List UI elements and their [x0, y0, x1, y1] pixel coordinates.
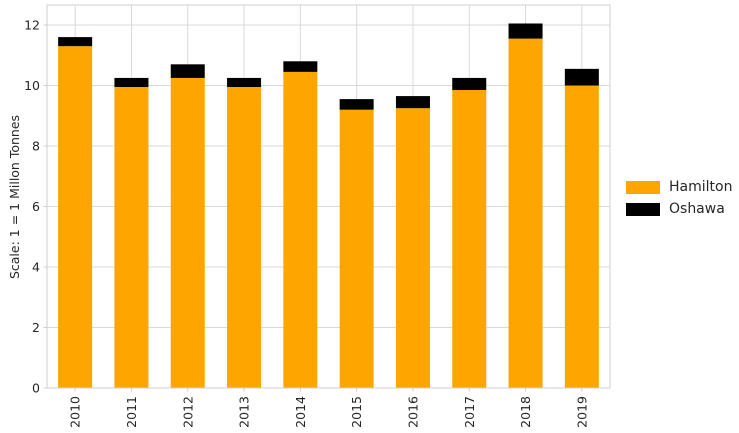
x-tick-label: 2012: [180, 396, 195, 428]
y-tick-label: 8: [32, 138, 40, 153]
hamilton-color-swatch: [626, 180, 660, 194]
bar-segment-oshawa-2019: [564, 68, 599, 86]
bar-segment-hamilton-2017: [452, 90, 487, 388]
y-tick-label: 0: [32, 380, 40, 395]
bar-segment-hamilton-2018: [508, 38, 543, 389]
x-tick-label: 2014: [293, 396, 308, 428]
bar-segment-hamilton-2013: [227, 87, 262, 388]
x-tick-label: 2013: [237, 396, 252, 428]
bar-segment-oshawa-2015: [339, 99, 374, 110]
legend-item-oshawa: Oshawa: [626, 198, 732, 220]
x-tick-label: 2015: [349, 396, 364, 428]
chart-legend: Hamilton Oshawa: [626, 176, 732, 220]
bar-segment-hamilton-2014: [283, 71, 318, 388]
bar-segment-hamilton-2011: [114, 87, 149, 388]
bar-segment-oshawa-2016: [395, 96, 430, 109]
x-tick-label: 2018: [518, 396, 533, 428]
bar-segment-hamilton-2019: [564, 85, 599, 388]
bar-layer: [58, 23, 599, 389]
bar-segment-hamilton-2012: [170, 77, 205, 388]
y-tick-label: 10: [24, 78, 40, 93]
y-tick-label: 12: [24, 17, 40, 32]
bar-segment-hamilton-2016: [395, 108, 430, 388]
y-tick-label: 2: [32, 320, 40, 335]
bar-segment-hamilton-2015: [339, 109, 374, 388]
x-tick-label: 2010: [68, 396, 83, 428]
x-tick-label: 2016: [405, 396, 420, 428]
y-tick-label: 4: [32, 259, 40, 274]
axis-layer: 0 2 4 6 8 10 12 2010 2011 2012 2013 2014 2015 2016 201…: [24, 17, 589, 428]
bar-segment-oshawa-2011: [114, 77, 149, 88]
y-axis-label: Scale: 1 = 1 Millon Tonnes: [7, 115, 22, 279]
oshawa-color-swatch: [626, 202, 660, 216]
bar-segment-hamilton-2010: [58, 46, 93, 389]
bar-segment-oshawa-2012: [170, 64, 205, 78]
y-tick-label: 6: [32, 199, 40, 214]
hamilton-legend-label: Hamilton: [669, 179, 733, 195]
bar-segment-oshawa-2014: [283, 61, 318, 72]
bar-segment-oshawa-2018: [508, 23, 543, 39]
x-tick-label: 2011: [124, 396, 139, 428]
bar-segment-oshawa-2010: [58, 37, 93, 47]
legend-item-hamilton: Hamilton: [626, 176, 732, 198]
axes-frame: [46, 4, 611, 389]
x-tick-label: 2017: [462, 396, 477, 428]
bar-segment-oshawa-2013: [227, 77, 262, 88]
oshawa-legend-label: Oshawa: [669, 201, 725, 217]
frame-layer: [46, 4, 611, 389]
bar-segment-oshawa-2017: [452, 77, 487, 91]
x-tick-label: 2019: [574, 396, 589, 428]
